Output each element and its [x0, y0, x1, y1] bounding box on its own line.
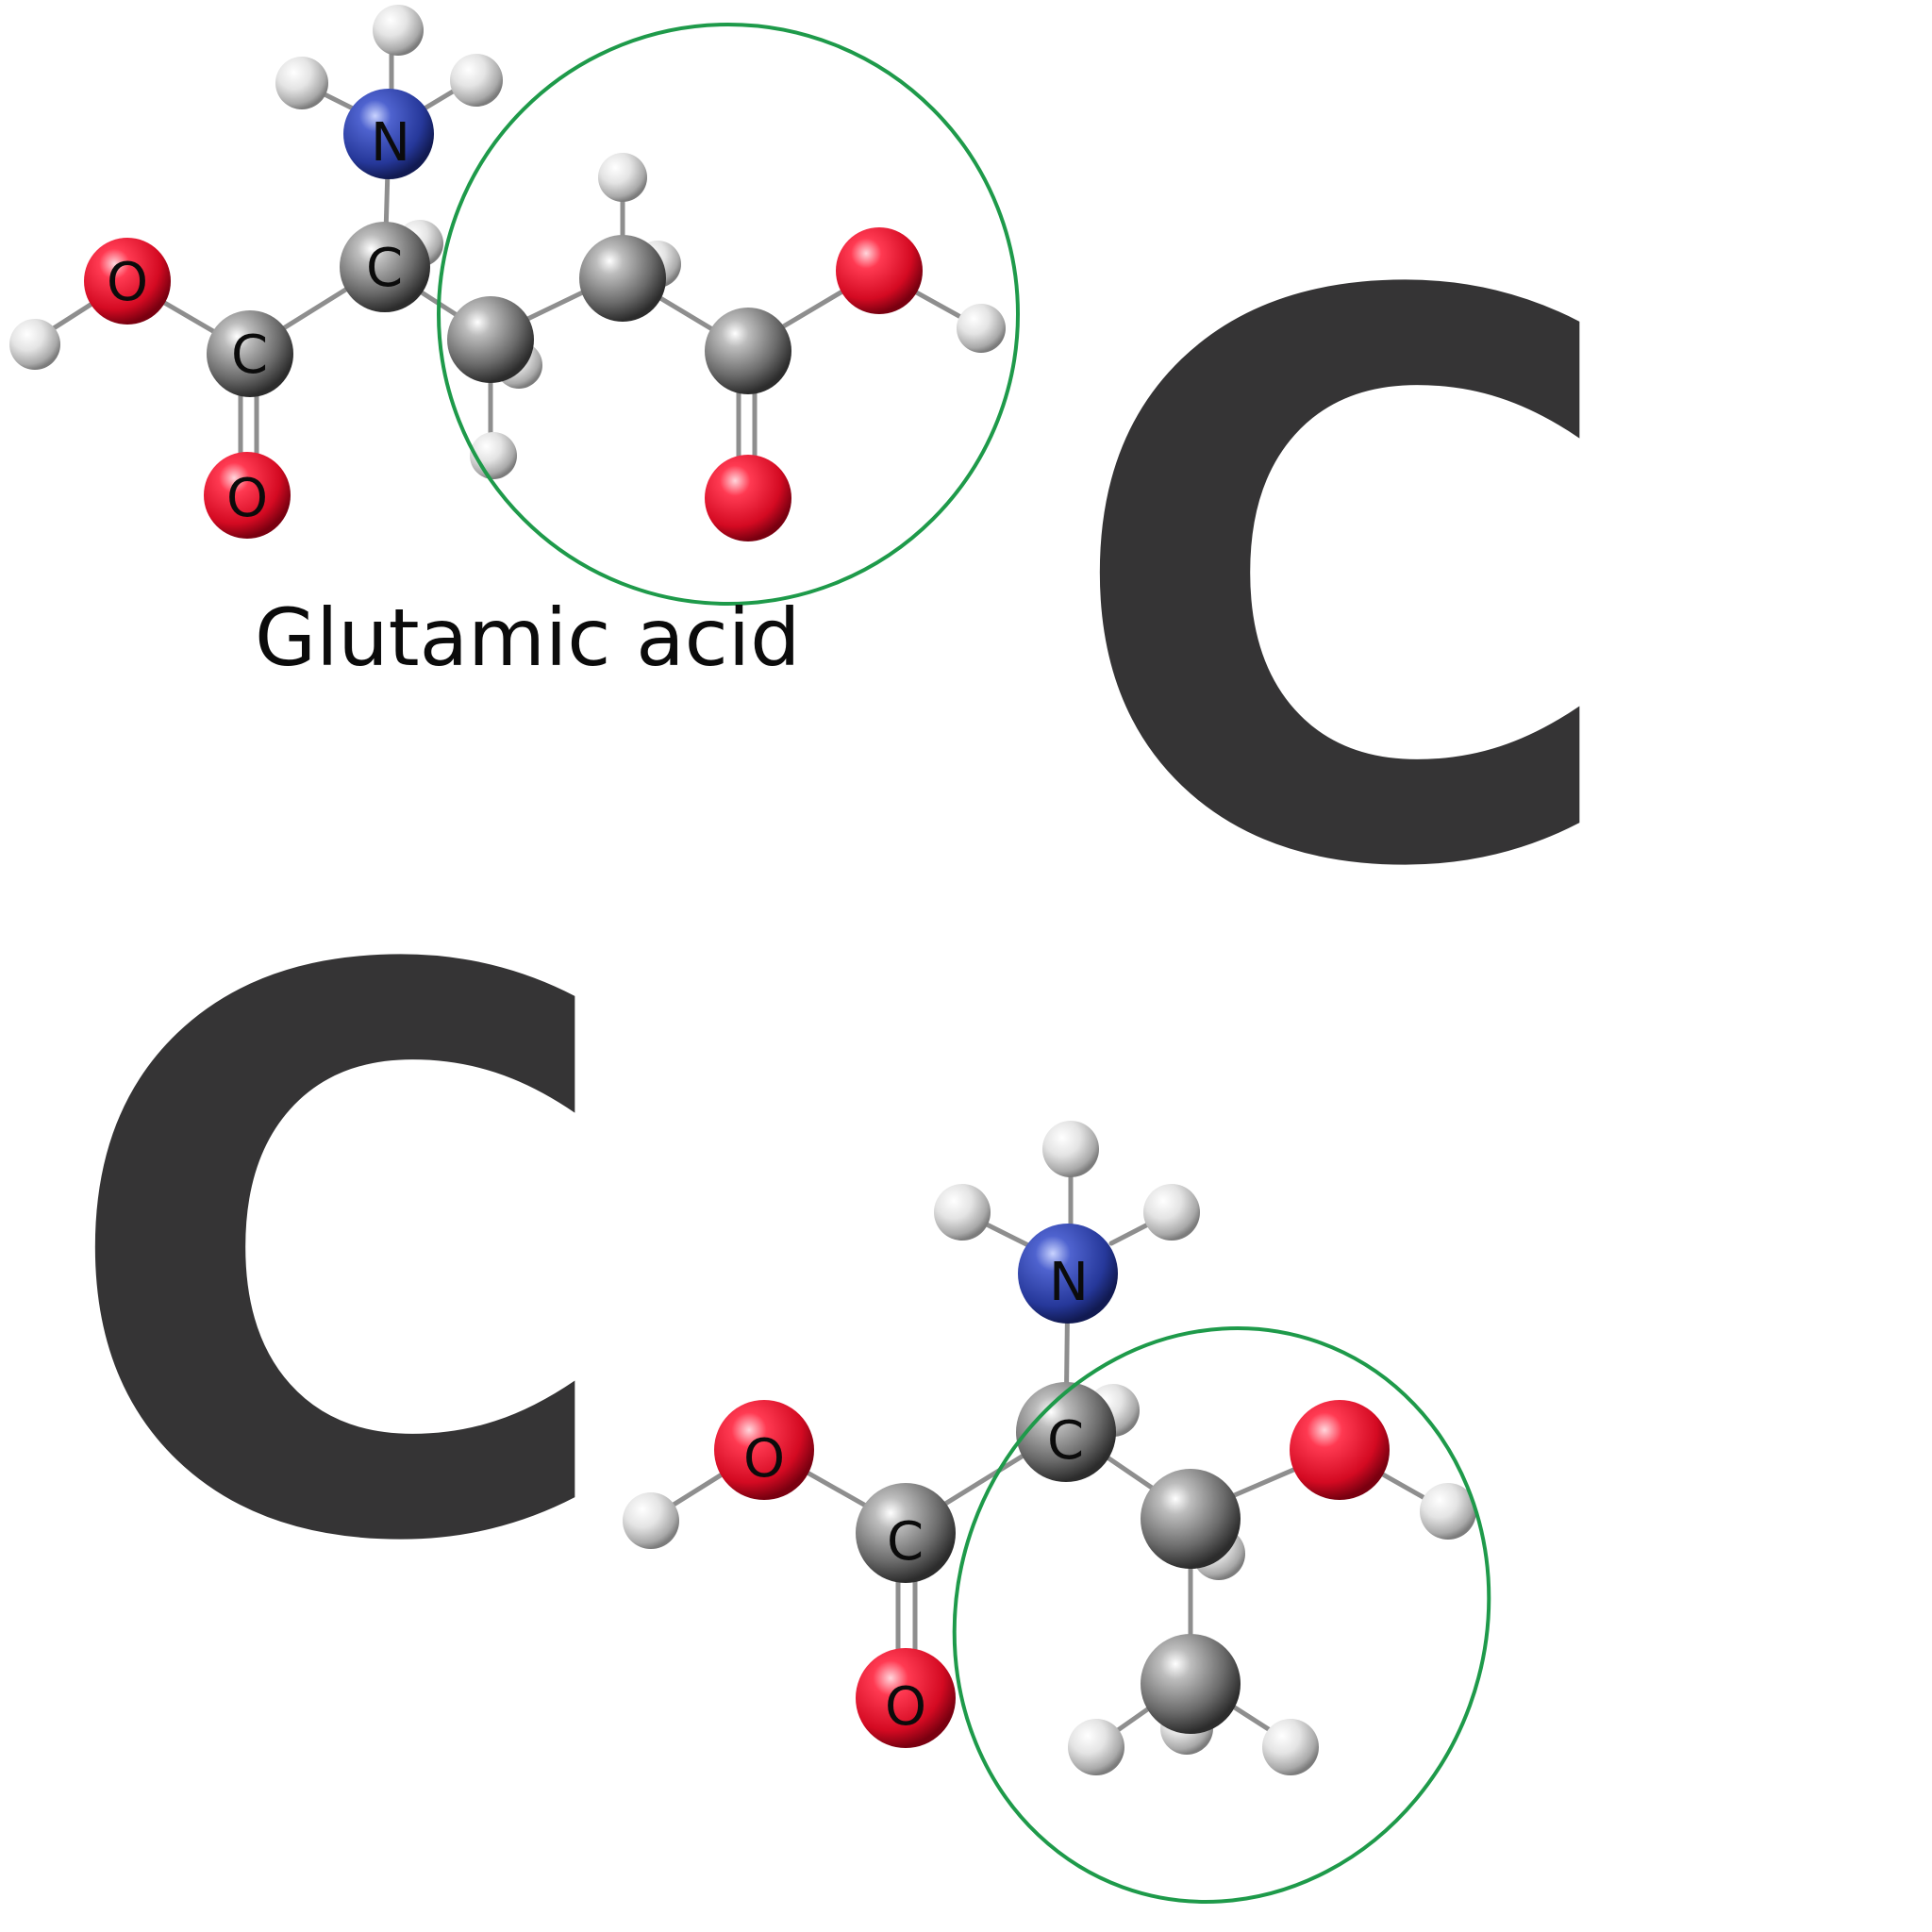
hydrogen-atom	[1420, 1483, 1476, 1540]
atom-label-o-carbonyl: O	[885, 1676, 926, 1738]
side-chain-carbonyl-oxygen-atom	[705, 455, 791, 541]
hydrogen-atom	[1068, 1719, 1124, 1775]
side-chain-carbon-atom	[1141, 1469, 1241, 1569]
hydrogen-atom	[450, 54, 503, 107]
atom-label-n: N	[1049, 1252, 1089, 1313]
side-chain-highlight-ellipse	[952, 1326, 1491, 1904]
alpha-carbon-atom	[340, 222, 430, 312]
molecule-caption: Glutamic acid	[255, 591, 800, 684]
carboxyl-carbon-atom	[856, 1483, 956, 1583]
hydrogen-atom	[957, 304, 1006, 353]
side-chain-carbon-atom	[447, 296, 534, 383]
carbonyl-oxygen-atom	[204, 452, 291, 539]
side-chain-carbon-atom	[579, 235, 666, 322]
nitrogen-atom	[343, 89, 434, 179]
hydroxyl-oxygen-atom	[84, 238, 171, 325]
hydroxyl-oxygen-atom	[714, 1400, 814, 1500]
atom-label-o-carbonyl: O	[226, 468, 268, 529]
hydrogen-atom	[598, 153, 647, 202]
side-chain-carboxyl-carbon-atom	[705, 308, 791, 394]
hydrogen-atom	[623, 1492, 679, 1549]
hydrogen-atom	[1042, 1121, 1099, 1177]
hydrogen-atom	[275, 57, 328, 109]
big-letter-bottom-left: C	[57, 811, 625, 1711]
atom-label-o-hydroxyl: O	[743, 1428, 785, 1490]
side-chain-methyl-carbon-atom	[1141, 1634, 1241, 1734]
molecule-bottom: N C C O O	[623, 1121, 1491, 1904]
hydrogen-atom	[1262, 1719, 1319, 1775]
carbonyl-oxygen-atom	[856, 1648, 956, 1748]
nitrogen-atom	[1018, 1224, 1118, 1324]
side-chain-hydroxyl-oxygen-atom	[836, 227, 923, 314]
atom-label-c-alpha: C	[1047, 1410, 1084, 1472]
atom-label-c-carboxyl: C	[887, 1511, 924, 1573]
atom-label-n: N	[371, 112, 410, 174]
molecule-top: N C C O O Glutamic acid	[9, 5, 1020, 684]
atom-label-o-hydroxyl: O	[107, 252, 148, 313]
hydrogen-atom	[373, 5, 424, 56]
alpha-carbon-atom	[1016, 1382, 1116, 1482]
atom-label-c-alpha: C	[366, 238, 403, 299]
side-chain-highlight-circle	[437, 23, 1020, 606]
hydrogen-atom	[934, 1184, 991, 1241]
hydrogen-atom	[9, 319, 60, 370]
atom-label-c-carboxyl: C	[231, 325, 268, 386]
side-chain-hydroxyl-oxygen-atom	[1290, 1400, 1390, 1500]
carboxyl-carbon-atom	[207, 310, 293, 397]
hydrogen-atom	[1143, 1184, 1200, 1241]
big-letter-top-right: C	[1061, 137, 1629, 1037]
